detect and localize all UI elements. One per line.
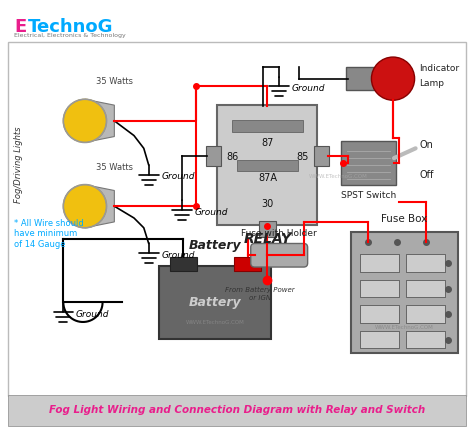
FancyBboxPatch shape bbox=[406, 305, 445, 323]
FancyBboxPatch shape bbox=[159, 266, 271, 339]
FancyBboxPatch shape bbox=[237, 160, 298, 171]
Polygon shape bbox=[85, 99, 114, 142]
FancyBboxPatch shape bbox=[346, 67, 385, 90]
Text: Ground: Ground bbox=[76, 309, 109, 319]
Text: Ground: Ground bbox=[292, 84, 326, 93]
FancyBboxPatch shape bbox=[360, 280, 399, 297]
Circle shape bbox=[372, 57, 415, 100]
Text: Ground: Ground bbox=[162, 172, 195, 181]
Text: WWW.ETechnoG.COM: WWW.ETechnoG.COM bbox=[309, 174, 367, 179]
Text: 86: 86 bbox=[226, 152, 238, 162]
FancyBboxPatch shape bbox=[9, 395, 465, 426]
FancyBboxPatch shape bbox=[9, 43, 465, 395]
FancyBboxPatch shape bbox=[232, 120, 303, 132]
Polygon shape bbox=[85, 184, 114, 228]
Text: Lamp: Lamp bbox=[419, 79, 445, 88]
Text: SPST Switch: SPST Switch bbox=[341, 191, 396, 200]
Text: 87: 87 bbox=[261, 138, 273, 148]
FancyBboxPatch shape bbox=[170, 257, 197, 271]
FancyBboxPatch shape bbox=[313, 146, 329, 166]
FancyBboxPatch shape bbox=[351, 232, 458, 353]
FancyBboxPatch shape bbox=[406, 331, 445, 349]
FancyBboxPatch shape bbox=[360, 254, 399, 272]
Text: Ground: Ground bbox=[162, 251, 195, 260]
Text: RELAY: RELAY bbox=[243, 232, 292, 246]
Text: 85: 85 bbox=[297, 152, 309, 162]
Text: Fuse with Holder: Fuse with Holder bbox=[241, 229, 317, 237]
Text: Indicator: Indicator bbox=[419, 64, 460, 73]
Circle shape bbox=[64, 99, 107, 142]
FancyBboxPatch shape bbox=[234, 257, 261, 271]
Text: 35 Watts: 35 Watts bbox=[96, 78, 133, 86]
Text: 30: 30 bbox=[261, 199, 273, 209]
Text: TechnoG: TechnoG bbox=[28, 18, 113, 36]
Text: On: On bbox=[419, 140, 433, 150]
Text: Off: Off bbox=[419, 170, 434, 180]
FancyBboxPatch shape bbox=[360, 305, 399, 323]
FancyBboxPatch shape bbox=[218, 105, 318, 225]
Text: Battery: Battery bbox=[189, 296, 242, 309]
FancyBboxPatch shape bbox=[360, 331, 399, 349]
Text: or IGN: or IGN bbox=[248, 296, 271, 302]
Text: E: E bbox=[14, 18, 27, 36]
Text: Fog/Driving Lights: Fog/Driving Lights bbox=[14, 127, 23, 203]
Text: 35 Watts: 35 Watts bbox=[96, 163, 133, 172]
Text: From Battery Power: From Battery Power bbox=[225, 287, 294, 293]
Text: WWW.ETechnoG.COM: WWW.ETechnoG.COM bbox=[375, 325, 434, 330]
Text: Fog Light Wiring and Connection Diagram with Relay and Switch: Fog Light Wiring and Connection Diagram … bbox=[49, 405, 425, 415]
FancyBboxPatch shape bbox=[206, 146, 221, 166]
Text: WWW.ETechnoG.COM: WWW.ETechnoG.COM bbox=[186, 320, 245, 325]
FancyBboxPatch shape bbox=[406, 280, 445, 297]
Text: Battery: Battery bbox=[189, 239, 242, 252]
FancyBboxPatch shape bbox=[341, 141, 396, 184]
Circle shape bbox=[64, 184, 107, 228]
FancyBboxPatch shape bbox=[259, 221, 276, 237]
Text: Fuse Box: Fuse Box bbox=[381, 214, 428, 224]
Text: Ground: Ground bbox=[195, 207, 228, 217]
Text: 87A: 87A bbox=[258, 173, 277, 183]
Text: * All Wire should
have minimum
of 14 Gauge: * All Wire should have minimum of 14 Gau… bbox=[14, 219, 84, 249]
Text: Electrical, Electronics & Technology: Electrical, Electronics & Technology bbox=[14, 33, 126, 37]
FancyBboxPatch shape bbox=[251, 243, 308, 267]
FancyBboxPatch shape bbox=[406, 254, 445, 272]
